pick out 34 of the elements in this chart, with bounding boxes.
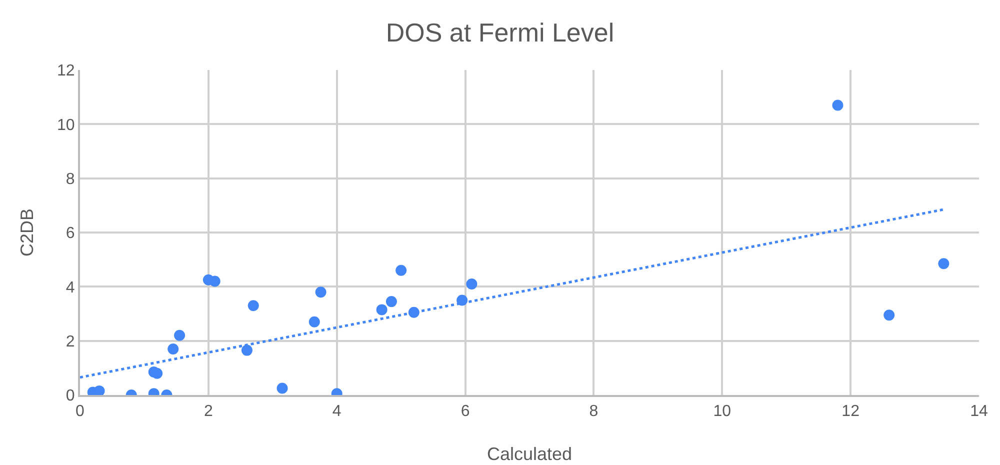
point	[94, 385, 105, 395]
y-tick-label: 10	[57, 116, 75, 134]
point	[315, 286, 326, 298]
point	[241, 344, 252, 356]
point	[884, 310, 895, 321]
y-tick-label: 0	[66, 388, 75, 405]
point	[466, 278, 478, 290]
point	[832, 100, 844, 111]
x-tick-label: 14	[970, 403, 988, 420]
point	[168, 343, 179, 354]
point	[938, 258, 950, 270]
y-tick-label: 2	[66, 333, 75, 350]
point	[308, 316, 320, 328]
x-tick-label: 10	[713, 403, 732, 420]
chart-title: DOS at Fermi Level	[386, 17, 614, 48]
point	[276, 382, 288, 394]
point	[152, 368, 163, 379]
x-tick-label: 2	[204, 403, 213, 420]
point	[376, 304, 388, 316]
point	[386, 296, 397, 308]
point	[248, 300, 259, 312]
point	[396, 264, 407, 276]
x-tick-label: 6	[460, 403, 470, 420]
point	[209, 276, 220, 287]
x-tick-label: 4	[332, 403, 342, 420]
y-tick-label: 4	[66, 279, 75, 296]
y-tick-label: 8	[66, 170, 75, 188]
point	[174, 330, 186, 341]
y-axis-title: C2DB	[17, 208, 37, 257]
x-axis-title: Calculated	[486, 444, 572, 464]
y-tick-label: 12	[57, 62, 75, 80]
x-tick-label: 8	[589, 403, 598, 420]
x-tick-label: 12	[842, 403, 860, 420]
y-tick-label: 6	[66, 225, 75, 242]
